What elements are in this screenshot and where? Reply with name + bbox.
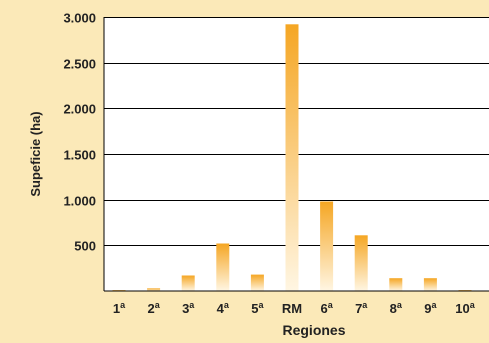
x-tick-label: 7a bbox=[355, 300, 368, 316]
bars bbox=[112, 24, 472, 292]
y-tick-labels: 500 1.000 1.500 2.000 2.500 3.000 bbox=[63, 11, 96, 254]
y-axis-label: Supeficie (ha) bbox=[28, 111, 43, 196]
x-tick-label: 1a bbox=[113, 300, 126, 316]
bar bbox=[320, 201, 334, 291]
x-tick-label: 9a bbox=[424, 300, 437, 316]
y-tick-label: 1.000 bbox=[63, 194, 96, 209]
y-tick-label: 2.000 bbox=[63, 102, 96, 117]
x-tick-label: 6a bbox=[320, 300, 333, 316]
bar bbox=[423, 278, 437, 291]
bar bbox=[181, 275, 195, 291]
y-tick-label: 500 bbox=[74, 239, 96, 254]
bar bbox=[354, 235, 368, 291]
bar bbox=[147, 288, 161, 291]
x-tick-label: 10a bbox=[455, 300, 475, 316]
bar bbox=[250, 274, 264, 291]
x-tick-labels: 1a 2a 3a 4a 5a RM 6a 7a 8a 9a 10a bbox=[113, 300, 476, 316]
bar bbox=[216, 243, 230, 291]
y-tick-label: 3.000 bbox=[63, 11, 96, 26]
x-tick-label: 8a bbox=[390, 300, 403, 316]
bar bbox=[285, 24, 299, 292]
x-tick-label: 2a bbox=[147, 300, 160, 316]
y-tick-label: 2.500 bbox=[63, 57, 96, 72]
x-tick-label: 4a bbox=[217, 300, 230, 316]
bar bbox=[389, 278, 403, 291]
x-tick-label: RM bbox=[282, 301, 302, 316]
x-axis-label: Regiones bbox=[282, 322, 345, 338]
x-tick-label: 5a bbox=[251, 300, 264, 316]
y-tick-label: 1.500 bbox=[63, 148, 96, 163]
x-tick-label: 3a bbox=[182, 300, 195, 316]
